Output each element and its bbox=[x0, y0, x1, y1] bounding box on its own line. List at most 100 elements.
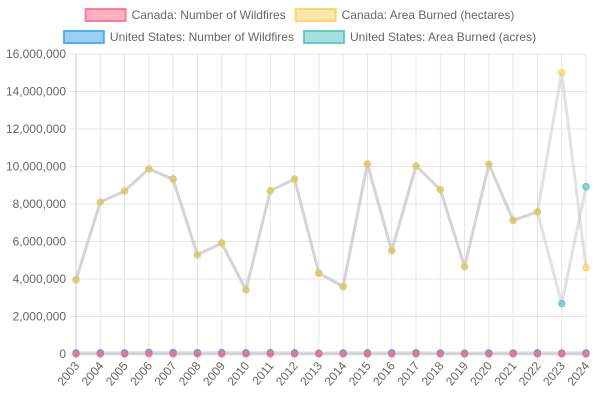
y-tick-label: 14,000,000 bbox=[6, 85, 66, 99]
data-point[interactable] bbox=[558, 299, 566, 308]
data-point[interactable] bbox=[509, 350, 517, 358]
data-point[interactable] bbox=[145, 350, 153, 358]
data-point[interactable] bbox=[388, 350, 396, 358]
data-point[interactable] bbox=[72, 350, 80, 358]
legend-item[interactable]: United States: Number of Wildfires bbox=[62, 30, 294, 44]
legend-swatch bbox=[62, 30, 105, 44]
legend-swatch bbox=[294, 8, 337, 22]
data-point[interactable] bbox=[218, 350, 226, 358]
legend-swatch bbox=[84, 8, 127, 22]
data-point[interactable] bbox=[315, 350, 323, 358]
data-point[interactable] bbox=[120, 350, 129, 358]
series-points-3 bbox=[72, 160, 590, 308]
legend-item[interactable]: Canada: Number of Wildfires bbox=[84, 8, 286, 22]
data-point[interactable] bbox=[558, 69, 566, 77]
y-tick-label: 6,000,000 bbox=[13, 235, 67, 249]
data-point[interactable] bbox=[169, 350, 177, 358]
x-tick-label: 2014 bbox=[322, 359, 350, 389]
x-tick-label: 2022 bbox=[516, 359, 544, 389]
data-point[interactable] bbox=[218, 239, 226, 248]
data-point[interactable] bbox=[412, 350, 420, 358]
x-tick-label: 2013 bbox=[297, 359, 325, 389]
x-tick-label: 2020 bbox=[467, 359, 495, 389]
x-tick-label: 2017 bbox=[394, 359, 422, 389]
x-tick-label: 2012 bbox=[273, 359, 301, 389]
x-tick-label: 2005 bbox=[103, 359, 131, 389]
y-tick-label: 10,000,000 bbox=[6, 160, 66, 174]
legend-item[interactable]: Canada: Area Burned (hectares) bbox=[294, 8, 515, 22]
legend-label: United States: Number of Wildfires bbox=[110, 30, 294, 44]
data-point[interactable] bbox=[460, 350, 469, 358]
data-point[interactable] bbox=[533, 208, 542, 216]
data-point[interactable] bbox=[339, 350, 347, 358]
data-point[interactable] bbox=[388, 246, 396, 255]
x-tick-label: 2011 bbox=[249, 359, 277, 388]
x-tick-label: 2010 bbox=[224, 359, 252, 389]
data-point[interactable] bbox=[193, 350, 202, 358]
data-point[interactable] bbox=[436, 185, 444, 194]
legend-label: Canada: Area Burned (hectares) bbox=[342, 8, 515, 22]
x-tick-label: 2021 bbox=[492, 359, 520, 389]
legend-label: Canada: Number of Wildfires bbox=[132, 8, 286, 22]
y-tick-label: 16,000,000 bbox=[6, 47, 66, 61]
data-point[interactable] bbox=[266, 350, 274, 358]
y-tick-label: 2,000,000 bbox=[13, 310, 67, 324]
data-point[interactable] bbox=[582, 264, 590, 272]
data-point[interactable] bbox=[242, 286, 250, 294]
data-point[interactable] bbox=[169, 175, 177, 184]
data-point[interactable] bbox=[363, 350, 372, 358]
x-tick-label: 2019 bbox=[443, 359, 471, 389]
data-point[interactable] bbox=[509, 216, 517, 225]
y-tick-label: 8,000,000 bbox=[13, 197, 67, 211]
x-tick-label: 2015 bbox=[346, 359, 374, 389]
legend-label: United States: Area Burned (acres) bbox=[350, 30, 536, 44]
x-tick-label: 2003 bbox=[54, 359, 82, 389]
series-line bbox=[74, 71, 588, 292]
grid bbox=[70, 53, 587, 360]
series-points-0 bbox=[72, 350, 590, 358]
data-point[interactable] bbox=[315, 269, 323, 278]
data-point[interactable] bbox=[96, 198, 104, 206]
x-tick-label: 2024 bbox=[564, 359, 592, 389]
data-point[interactable] bbox=[582, 183, 590, 191]
legend-swatch bbox=[302, 30, 345, 44]
data-point[interactable] bbox=[460, 262, 469, 271]
data-point[interactable] bbox=[120, 187, 129, 195]
y-tick-label: 0 bbox=[59, 347, 66, 361]
data-point[interactable] bbox=[290, 175, 299, 183]
y-tick-labels: 0 2,000,000 4,000,000 6,000,000 8,000,000 10,… bbox=[6, 47, 66, 361]
series-line bbox=[74, 162, 588, 306]
data-point[interactable] bbox=[485, 350, 493, 358]
x-tick-label: 2007 bbox=[152, 359, 180, 389]
series-points-1 bbox=[72, 69, 590, 294]
data-point[interactable] bbox=[242, 350, 250, 358]
y-tick-label: 12,000,000 bbox=[6, 122, 66, 136]
data-point[interactable] bbox=[558, 350, 566, 358]
x-tick-label: 2008 bbox=[176, 359, 204, 389]
data-point[interactable] bbox=[363, 160, 372, 168]
data-point[interactable] bbox=[533, 350, 542, 358]
data-point[interactable] bbox=[339, 282, 347, 291]
data-point[interactable] bbox=[72, 276, 80, 284]
series-1 bbox=[74, 71, 588, 292]
data-point[interactable] bbox=[266, 186, 274, 195]
legend: Canada: Number of Wildfires Canada: Area … bbox=[62, 8, 536, 44]
data-point[interactable] bbox=[96, 350, 104, 358]
x-tick-label: 2009 bbox=[200, 359, 228, 389]
data-point[interactable] bbox=[485, 160, 493, 168]
data-point[interactable] bbox=[193, 250, 202, 259]
legend-item[interactable]: United States: Area Burned (acres) bbox=[302, 30, 536, 44]
x-tick-label: 2004 bbox=[79, 359, 107, 389]
x-tick-label: 2006 bbox=[127, 359, 155, 389]
series-3 bbox=[74, 162, 588, 306]
x-tick-labels: 2003200420052006200720082009201020112012… bbox=[54, 359, 592, 389]
x-tick-label: 2018 bbox=[419, 359, 447, 389]
data-point[interactable] bbox=[290, 350, 299, 358]
x-tick-label: 2023 bbox=[540, 359, 568, 389]
data-point[interactable] bbox=[582, 350, 590, 358]
data-point[interactable] bbox=[436, 350, 444, 358]
data-point[interactable] bbox=[145, 165, 153, 173]
data-point[interactable] bbox=[412, 162, 420, 170]
